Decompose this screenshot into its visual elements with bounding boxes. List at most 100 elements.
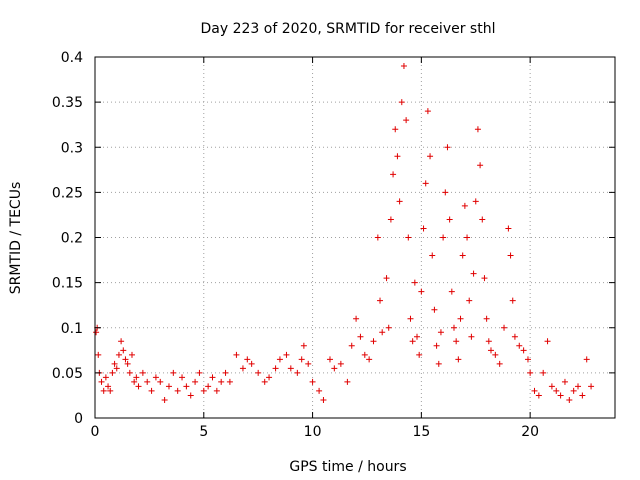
- data-point: [424, 108, 431, 115]
- data-point: [261, 378, 268, 385]
- data-point: [107, 387, 114, 394]
- data-point: [361, 351, 368, 358]
- data-point: [422, 180, 429, 187]
- chart-title: Day 223 of 2020, SRMTID for receiver sth…: [201, 21, 496, 37]
- data-point: [213, 387, 220, 394]
- data-point: [496, 360, 503, 367]
- data-point: [431, 306, 438, 313]
- x-tick-label: 5: [199, 424, 208, 440]
- data-point: [403, 117, 410, 124]
- data-point: [540, 369, 547, 376]
- data-point: [316, 387, 323, 394]
- data-point: [357, 333, 364, 340]
- data-point: [444, 144, 451, 151]
- data-point: [427, 153, 434, 160]
- data-point: [100, 387, 107, 394]
- data-point: [276, 356, 283, 363]
- y-tick-label: 0.2: [61, 231, 83, 247]
- data-point: [461, 202, 468, 209]
- data-point: [455, 356, 462, 363]
- data-point: [139, 369, 146, 376]
- data-point: [348, 342, 355, 349]
- data-point: [337, 360, 344, 367]
- data-point: [470, 270, 477, 277]
- data-point: [105, 383, 112, 390]
- y-tick-label: 0.05: [52, 366, 83, 382]
- y-axis-label: SRMTID / TECUs: [8, 182, 24, 295]
- y-tick-label: 0: [74, 411, 83, 427]
- data-point: [122, 356, 129, 363]
- y-tick-labels: 0 0.05 0.1 0.15 0.2 0.25 0.3 0.35 0.4: [52, 50, 83, 427]
- data-point: [440, 234, 447, 241]
- y-tick-label: 0.3: [61, 140, 83, 156]
- data-point: [387, 216, 394, 223]
- data-point: [255, 369, 262, 376]
- data-point: [492, 351, 499, 358]
- data-point: [131, 378, 138, 385]
- y-tick-label: 0.15: [52, 276, 83, 292]
- data-point: [501, 324, 508, 331]
- data-point: [411, 279, 418, 286]
- data-point: [209, 374, 216, 381]
- data-point: [516, 342, 523, 349]
- data-point: [226, 378, 233, 385]
- data-point: [152, 374, 159, 381]
- data-point: [222, 369, 229, 376]
- data-point: [557, 392, 564, 399]
- data-point: [179, 374, 186, 381]
- data-point: [135, 383, 142, 390]
- data-point: [244, 356, 251, 363]
- data-point: [331, 365, 338, 372]
- data-point: [370, 338, 377, 345]
- data-point: [126, 369, 133, 376]
- data-point: [144, 378, 151, 385]
- data-point: [233, 351, 240, 358]
- data-point: [294, 369, 301, 376]
- data-point: [174, 387, 181, 394]
- data-point: [98, 378, 105, 385]
- data-point: [248, 360, 255, 367]
- data-point: [437, 329, 444, 336]
- data-point: [446, 216, 453, 223]
- data-point: [548, 383, 555, 390]
- data-point: [472, 198, 479, 205]
- y-tick-label: 0.35: [52, 95, 83, 111]
- data-point: [305, 360, 312, 367]
- data-point: [570, 387, 577, 394]
- data-point: [561, 378, 568, 385]
- data-point: [583, 356, 590, 363]
- data-point: [474, 126, 481, 133]
- x-tick-label: 10: [304, 424, 322, 440]
- data-point: [553, 387, 560, 394]
- data-point: [505, 225, 512, 232]
- data-point: [485, 338, 492, 345]
- data-point: [192, 378, 199, 385]
- data-point: [468, 333, 475, 340]
- data-point: [385, 324, 392, 331]
- data-point: [588, 383, 595, 390]
- data-point: [111, 360, 118, 367]
- data-point: [95, 351, 102, 358]
- data-point: [239, 365, 246, 372]
- y-tick-label: 0.4: [61, 50, 83, 66]
- data-point: [283, 351, 290, 358]
- data-point: [390, 171, 397, 178]
- data-point: [405, 234, 412, 241]
- grid-layer: [95, 57, 615, 418]
- data-point: [414, 333, 421, 340]
- data-point: [535, 392, 542, 399]
- data-point: [466, 297, 473, 304]
- data-point: [566, 396, 573, 403]
- data-point: [435, 360, 442, 367]
- data-point: [398, 99, 405, 106]
- data-point: [457, 315, 464, 322]
- data-point: [520, 347, 527, 354]
- data-point: [379, 329, 386, 336]
- data-point: [120, 347, 127, 354]
- data-point: [407, 315, 414, 322]
- data-point: [481, 275, 488, 282]
- data-point: [196, 369, 203, 376]
- data-point: [287, 365, 294, 372]
